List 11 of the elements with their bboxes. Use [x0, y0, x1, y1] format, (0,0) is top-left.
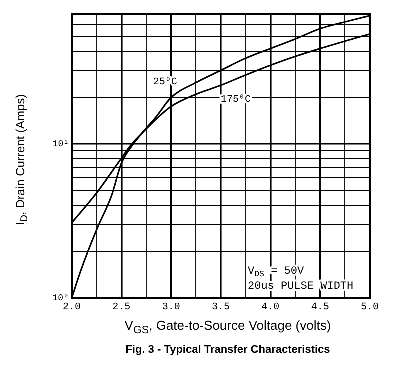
x-axis-title: V$_{GS}$, Gate-to-Source Voltage (volts)	[124, 318, 332, 337]
text: Fig. 3 - Typical Transfer Characteristics	[126, 344, 330, 356]
x-tick-label: 4.5	[311, 302, 330, 314]
x-tick-label: 3.5	[212, 302, 230, 314]
x-tick-label: 2.0	[62, 302, 82, 314]
y-tick-label: 10¹	[52, 139, 69, 150]
x-tick-label: 5.0	[360, 302, 380, 314]
x-tick-label: 4.0	[262, 302, 280, 314]
x-tick-label: 2.5	[112, 302, 131, 314]
x-tick-label: 3.0	[162, 302, 180, 314]
y-tick-label: 10⁰	[52, 293, 69, 304]
